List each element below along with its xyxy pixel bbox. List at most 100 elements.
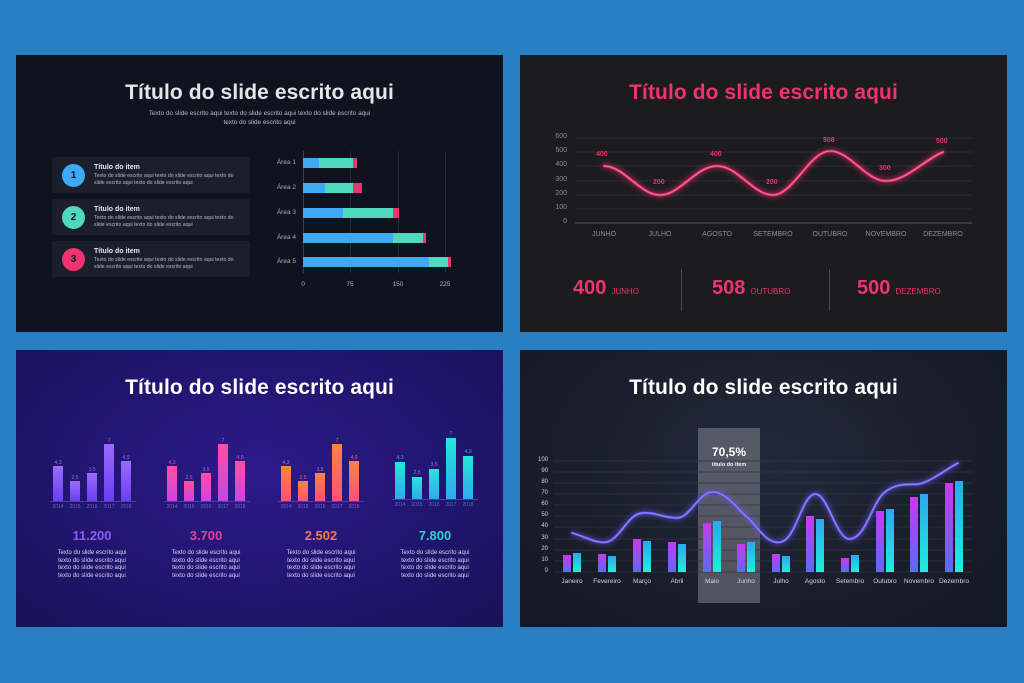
combo-chart (554, 460, 972, 573)
item-text: Texto do slide escrito aqui texto do sli… (94, 257, 234, 270)
x-tick: Julho (773, 578, 789, 585)
list-item: 1 Título do item Texto do slide escrito … (52, 157, 250, 193)
slide-3[interactable]: Título do slide escrito aqui 4,3 2,5 3,5… (16, 350, 503, 627)
x-tick: AGOSTO (702, 231, 732, 238)
slide-title: Título do slide escrito aqui (629, 81, 898, 104)
x-tick: OUTUBRO (812, 231, 848, 238)
y-tick: 90 (541, 468, 548, 474)
x-tick: Fevereiro (593, 578, 621, 585)
gridline (445, 151, 446, 273)
number-badge: 3 (62, 248, 85, 271)
line-plot (575, 137, 972, 224)
slide-1[interactable]: Título do slide escrito aqui Texto do sl… (16, 55, 503, 332)
y-tick: 60 (541, 501, 548, 507)
item-title: Título do item (94, 248, 140, 255)
stat-outubro: 508 OUTUBRO (712, 277, 790, 300)
slide-title: Título do slide escrito aqui (125, 376, 394, 399)
bar-label: Área 3 (276, 209, 296, 216)
y-tick: 400 (555, 161, 567, 168)
number-badge: 2 (62, 206, 85, 229)
bar-label: Área 1 (276, 159, 296, 166)
stat-label: OUTUBRO (750, 287, 791, 296)
mini-chart-3: 4,3 2,5 3,5 7 4,9 2014 2015 2016 2017 20… (278, 430, 364, 510)
x-tick: Dezembro (939, 578, 969, 585)
stacked-bar (303, 208, 399, 218)
y-tick: 0 (544, 568, 548, 574)
stat-label: JUNHO (611, 287, 639, 296)
panel-text: Texto do slide escrito aqui texto do slid… (171, 550, 241, 579)
data-label: 400 (710, 151, 722, 158)
x-tick: Novembro (904, 578, 934, 585)
x-tick: Outubro (873, 578, 897, 585)
y-tick: 20 (541, 546, 548, 552)
highlight-value: 70,5% (711, 445, 747, 459)
bar-label: Área 2 (276, 184, 296, 191)
y-tick: 0 (563, 218, 567, 225)
slide-title: Título do slide escrito aqui (629, 376, 898, 399)
panel-text: Texto do slide escrito aqui texto do slid… (57, 550, 127, 579)
x-tick: Setembro (835, 578, 865, 585)
panel-total: 7.800 (418, 528, 452, 543)
stacked-bar (303, 233, 426, 243)
divider (681, 269, 682, 311)
slide-4[interactable]: Título do slide escrito aqui 70,5% títul… (520, 350, 1007, 627)
y-tick: 600 (555, 133, 567, 140)
mini-chart-4: 4,3 2,5 3,5 7 4,9 2014 2015 2016 2017 20… (392, 428, 478, 508)
slide-title: Título do slide escrito aqui (125, 81, 394, 104)
item-title: Título do item (94, 206, 140, 213)
data-label: 500 (936, 138, 948, 145)
stacked-bar (303, 257, 451, 267)
stat-value: 508 (712, 277, 746, 299)
slide-subtitle: Texto do slide escrito aqui texto do sli… (148, 110, 371, 126)
panel-total: 11.200 (72, 528, 112, 543)
x-tick: JUNHO (591, 231, 617, 238)
list-item: 3 Título do item Texto do slide escrito … (52, 241, 250, 277)
mini-chart-2: 4,3 2,5 3,5 7 4,9 2014 2015 2016 2017 20… (164, 430, 250, 510)
data-label: 508 (823, 137, 835, 144)
x-tick: 75 (346, 281, 354, 288)
item-title: Título do item (94, 164, 140, 171)
stacked-bar (303, 158, 357, 168)
x-tick: Junho (737, 578, 755, 585)
highlight-column: 70,5% título do item (698, 428, 760, 603)
panel-text: Texto do slide escrito aqui texto do slid… (286, 550, 356, 579)
data-label: 200 (653, 179, 665, 186)
number-badge: 1 (62, 164, 85, 187)
x-tick: Janeiro (561, 578, 583, 585)
x-tick: DEZEMBRO (923, 231, 963, 238)
x-tick: 150 (392, 281, 404, 288)
stat-junho: 400 JUNHO (573, 277, 639, 300)
slide-2[interactable]: Título do slide escrito aqui 600 500 400… (520, 55, 1007, 332)
y-tick: 100 (555, 204, 567, 211)
y-tick: 40 (541, 523, 548, 529)
y-tick: 10 (541, 557, 548, 563)
panel-text: Texto do slide escrito aqui texto do slid… (400, 550, 470, 579)
x-tick: NOVEMBRO (865, 231, 907, 238)
x-tick: Agosto (804, 578, 826, 585)
y-tick: 80 (541, 479, 548, 485)
x-tick: Março (632, 578, 652, 585)
panel-total: 3.700 (189, 528, 223, 543)
x-tick: 225 (439, 281, 451, 288)
y-tick: 30 (541, 535, 548, 541)
bar-label: Área 4 (276, 234, 296, 241)
highlight-label: título do item (711, 462, 747, 468)
list-item: 2 Título do item Texto do slide escrito … (52, 199, 250, 235)
y-tick: 100 (537, 457, 548, 463)
data-label: 200 (766, 179, 778, 186)
divider (829, 269, 830, 311)
panel-total: 2.502 (304, 528, 338, 543)
bar-label: Área 5 (276, 258, 296, 265)
data-label: 400 (596, 151, 608, 158)
y-tick: 300 (555, 176, 567, 183)
y-tick: 70 (541, 490, 548, 496)
x-tick: Maio (704, 578, 720, 585)
stat-label: DEZEMBRO (895, 287, 941, 296)
y-tick: 200 (555, 190, 567, 197)
x-tick: 0 (301, 281, 305, 288)
y-tick: 500 (555, 147, 567, 154)
stat-dezembro: 500 DEZEMBRO (857, 277, 941, 300)
data-label: 300 (879, 165, 891, 172)
y-tick: 50 (541, 512, 548, 518)
x-tick: Abril (670, 578, 684, 585)
